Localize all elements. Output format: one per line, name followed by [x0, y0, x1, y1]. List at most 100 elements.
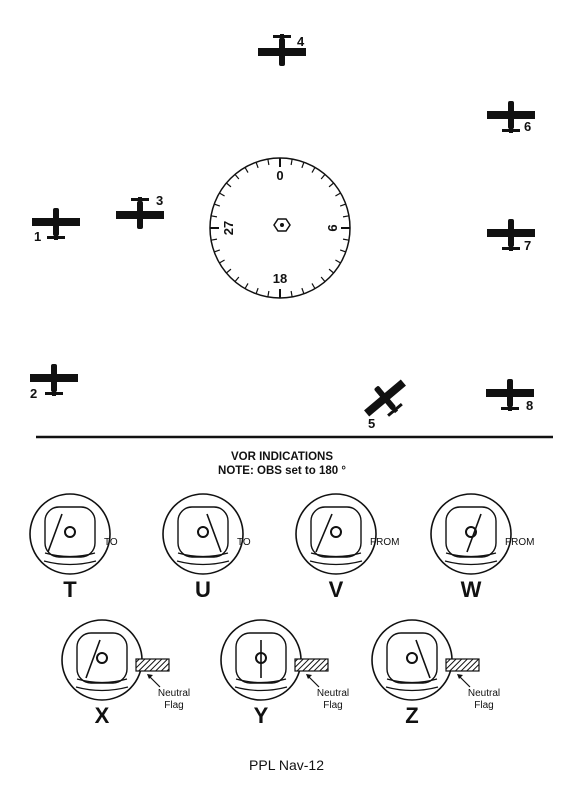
to-from-flag: FROM	[505, 537, 534, 548]
aircraft-label: 1	[34, 229, 41, 244]
vor-station-icon	[273, 218, 291, 232]
compass-tick	[225, 268, 232, 274]
neutral-flag-label: Flag	[164, 700, 183, 711]
center-circle	[330, 526, 342, 538]
compass-ticks	[210, 158, 350, 298]
compass-tick	[219, 192, 225, 197]
aircraft-label: 5	[368, 416, 375, 431]
compass-tick	[301, 162, 305, 169]
to-from-flag: FROM	[370, 537, 399, 548]
cdi-needle	[415, 639, 431, 679]
to-from-flag: TO	[104, 537, 118, 548]
aircraft-label: 6	[524, 119, 531, 134]
vor-indicator-u: TO U	[162, 493, 251, 602]
neutral-flag-label: Flag	[474, 700, 493, 711]
aircraft-7: 7	[487, 219, 535, 253]
compass-tick	[255, 162, 259, 169]
compass-tick	[234, 173, 240, 180]
indicator-letter: T	[63, 577, 77, 602]
indicator-dots-arc	[177, 552, 229, 558]
compass-tick	[320, 276, 326, 283]
aircraft-1: 1	[32, 208, 80, 244]
cdi-needle	[315, 513, 333, 553]
compass-tick	[339, 249, 346, 253]
neutral-flag-label: Neutral	[158, 688, 190, 699]
indicator-lower-arc	[234, 686, 288, 692]
aircraft-label: 7	[524, 238, 531, 253]
compass-tick	[335, 259, 341, 264]
neutral-flag-box	[445, 658, 480, 672]
compass-west-label: 27	[221, 221, 236, 235]
compass-tick	[219, 259, 225, 264]
arrowhead-icon	[147, 674, 153, 679]
flag-arrow	[458, 675, 471, 688]
indicator-dots-arc	[235, 678, 287, 684]
indicator-letter: W	[461, 577, 482, 602]
center-circle	[64, 526, 76, 538]
center-circle	[465, 526, 477, 538]
compass-tick	[342, 238, 350, 241]
neutral-flag-box	[294, 658, 329, 672]
indicator-letter: V	[329, 577, 344, 602]
page-footer: PPL Nav-12	[249, 757, 324, 773]
aircraft-label: 2	[30, 386, 37, 401]
section-note: NOTE: OBS set to 180 °	[218, 465, 346, 477]
compass-tick	[255, 287, 259, 294]
compass-tick	[210, 238, 218, 241]
compass-tick	[320, 173, 326, 180]
compass-tick	[290, 290, 293, 298]
compass-south-label: 18	[273, 271, 287, 286]
aircraft-label: 8	[526, 398, 533, 413]
compass-tick	[311, 167, 316, 173]
center-circle	[96, 652, 108, 664]
indicator-letter: X	[95, 703, 110, 728]
compass-tick	[234, 276, 240, 283]
aircraft-label: 3	[156, 193, 163, 208]
indicator-bezel	[29, 493, 111, 575]
compass-tick	[244, 283, 249, 289]
compass-tick	[290, 158, 293, 166]
compass-tick	[311, 283, 316, 289]
compass-rose: 0 18 27 9	[209, 157, 351, 299]
center-circle	[406, 652, 418, 664]
indicator-letter: U	[195, 577, 211, 602]
neutral-flag-label: Neutral	[317, 688, 349, 699]
flag-arrow	[307, 675, 320, 688]
indicator-lower-arc	[75, 686, 129, 692]
indicator-bezel	[430, 493, 512, 575]
compass-tick	[214, 249, 221, 253]
indicator-lower-arc	[309, 560, 363, 566]
compass-north-label: 0	[276, 168, 283, 183]
aircraft-4: 4	[258, 34, 306, 66]
cdi-needle	[85, 639, 101, 679]
section-title: VOR INDICATIONS	[231, 451, 333, 463]
compass-tick	[244, 167, 249, 173]
vor-indicator-t: TO T	[29, 493, 118, 602]
compass-tick	[267, 158, 270, 166]
compass-tick	[335, 192, 341, 197]
indicator-dots-arc	[445, 552, 497, 558]
compass-tick	[339, 203, 346, 207]
indicator-letter: Y	[254, 703, 269, 728]
vor-indicator-w: FROM W	[430, 493, 534, 602]
indicator-bezel	[371, 619, 453, 701]
indicator-lower-arc	[385, 686, 439, 692]
indicator-bezel	[162, 493, 244, 575]
cdi-needle	[466, 513, 482, 553]
indicator-letter: Z	[405, 703, 418, 728]
aircraft-6: 6	[487, 101, 535, 134]
compass-tick	[214, 203, 221, 207]
compass-tick	[225, 182, 232, 188]
flag-arrow	[148, 675, 161, 688]
aircraft-label: 4	[297, 34, 305, 49]
compass-tick	[328, 182, 335, 188]
neutral-flag-label: Flag	[323, 700, 342, 711]
compass-tick	[328, 268, 335, 274]
compass-tick	[301, 287, 305, 294]
center-circle	[197, 526, 209, 538]
indicator-lower-arc	[43, 560, 97, 566]
